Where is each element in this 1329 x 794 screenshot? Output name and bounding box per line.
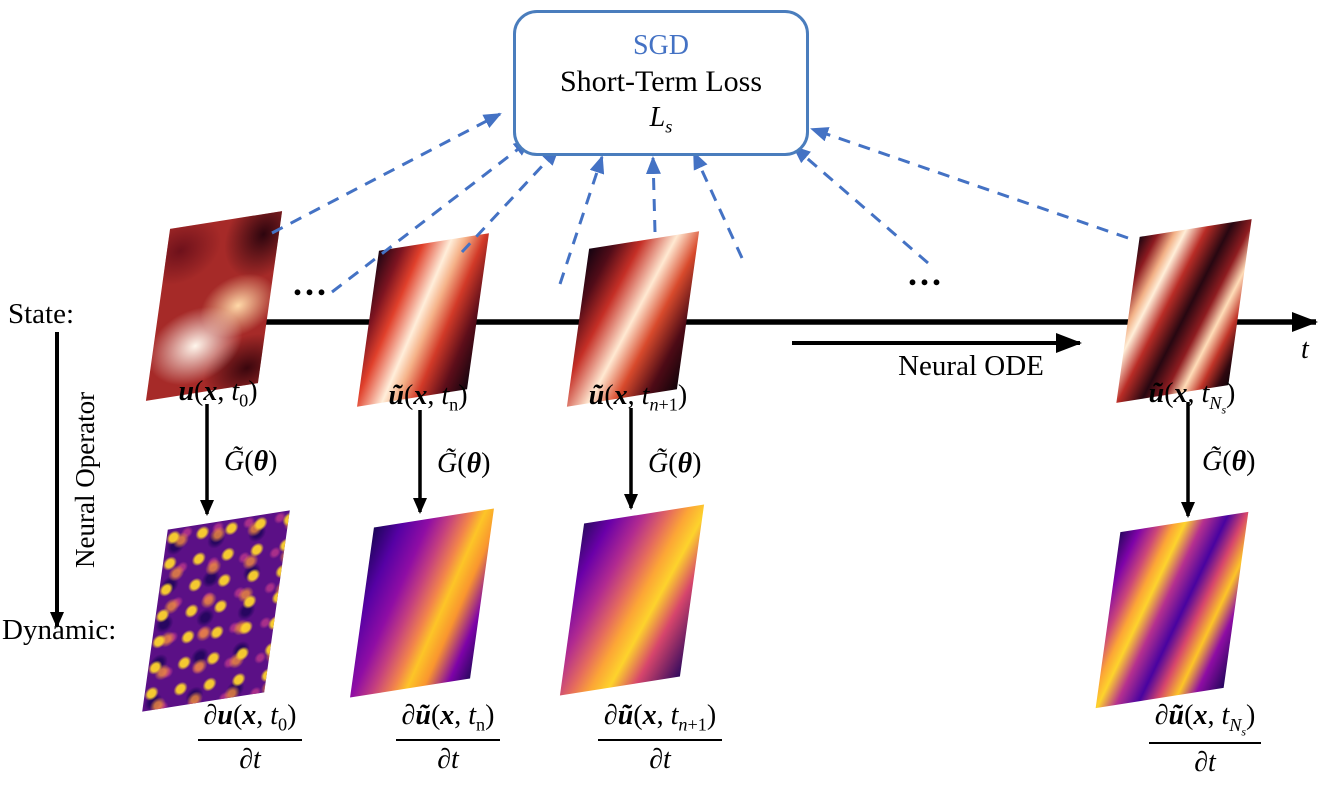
state-snapshot-t0 [145, 211, 283, 401]
neural-ode-label: Neural ODE [898, 350, 1044, 382]
short-term-loss-label: Short-Term Loss [559, 64, 763, 98]
loss-arrow-1 [271, 112, 502, 235]
loss-arrow-7 [792, 145, 929, 265]
derivative-numerator: ∂ũ(x, tn+1) [597, 700, 723, 741]
state-label-tn: ũ(x, tn) [388, 380, 468, 415]
derivative-denominator: ∂t [649, 743, 671, 775]
neural-operator-label: Neural Operator [70, 391, 100, 569]
derivative-numerator: ∂ũ(x, tNs) [1148, 700, 1262, 745]
operator-label-tNs: G̃(θ) [1202, 446, 1256, 477]
loss-arrow-8 [810, 127, 1129, 240]
time-axis-label: t [1301, 334, 1309, 365]
loss-arrow-5 [645, 156, 661, 233]
state-snapshot-tNs [1116, 219, 1252, 403]
derivative-denominator: ∂t [437, 743, 459, 775]
sgd-label: SGD [632, 29, 689, 61]
dynamic-snapshot-t0 [142, 510, 290, 712]
derivative-label-tn1: ∂ũ(x, tn+1) ∂t [545, 700, 775, 776]
loss-box: SGD Short-Term Loss Ls [513, 10, 809, 156]
state-label-tNs: ũ(x, tNs) [1148, 378, 1236, 417]
loss-arrow-6 [692, 151, 744, 259]
derivative-numerator: ∂ũ(x, tn) [395, 700, 501, 741]
state-label-t0: u(x, t0) [178, 376, 258, 411]
ellipsis-left: ... [293, 263, 329, 303]
derivative-numerator: ∂u(x, t0) [197, 700, 303, 741]
loss-symbol: Ls [649, 102, 673, 137]
dynamic-snapshot-tn [350, 508, 494, 698]
dynamic-snapshot-tn1 [559, 504, 705, 696]
operator-label-t0: G̃(θ) [224, 446, 278, 477]
derivative-label-tNs: ∂ũ(x, tNs) ∂t [1090, 700, 1320, 779]
operator-label-tn1: G̃(θ) [648, 448, 702, 479]
ellipsis-right: ... [908, 253, 944, 293]
state-label-tn1: ũ(x, tn+1) [588, 380, 688, 415]
derivative-denominator: ∂t [1194, 747, 1216, 779]
derivative-denominator: ∂t [239, 743, 261, 775]
derivative-label-tn: ∂ũ(x, tn) ∂t [333, 700, 563, 776]
dynamic-snapshot-tNs [1095, 511, 1249, 709]
operator-label-tn: G̃(θ) [437, 448, 491, 479]
state-row-label: State: [8, 298, 75, 330]
derivative-label-t0: ∂u(x, t0) ∂t [135, 700, 365, 776]
